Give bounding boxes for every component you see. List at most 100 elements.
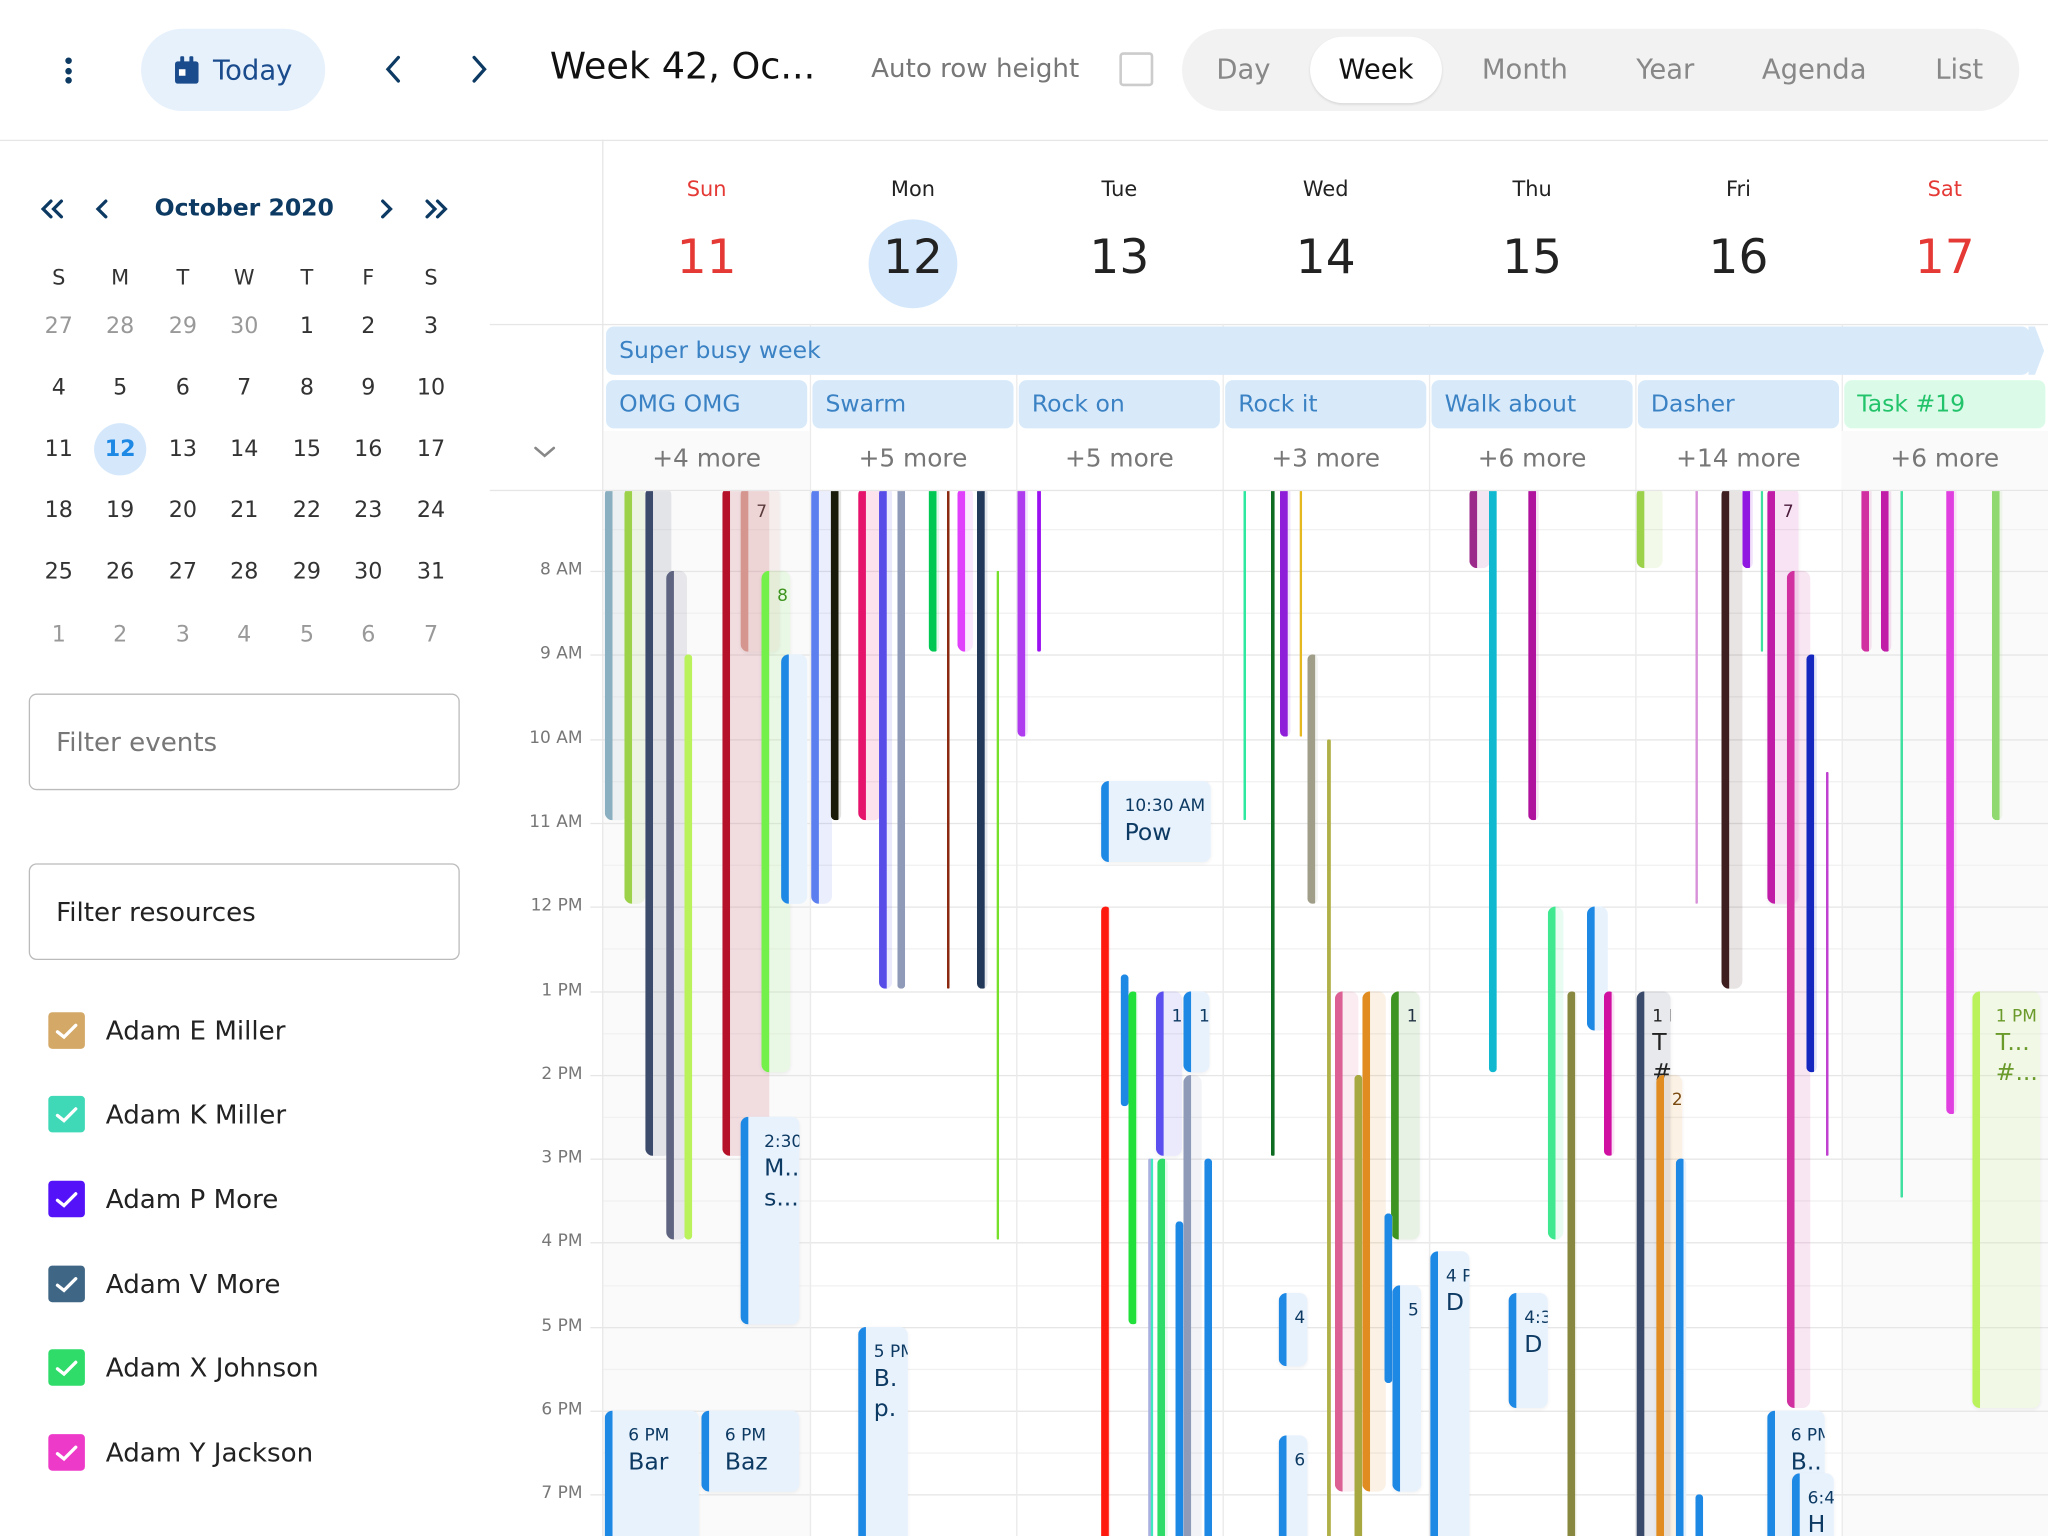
previous-week-button[interactable] bbox=[374, 50, 413, 89]
more-events-link[interactable]: +6 more bbox=[1477, 444, 1587, 473]
calendar-event[interactable] bbox=[1900, 491, 1904, 1199]
calendar-event[interactable] bbox=[1128, 990, 1138, 1324]
resource-item[interactable]: Adam K Miller bbox=[48, 1095, 286, 1134]
calendar-event[interactable] bbox=[1120, 973, 1129, 1106]
day-header-sat[interactable]: Sat 17 bbox=[1842, 140, 2048, 324]
next-week-button[interactable] bbox=[460, 50, 499, 89]
all-day-event[interactable]: Rock it bbox=[1225, 380, 1427, 429]
calendar-event[interactable] bbox=[1742, 491, 1753, 569]
calendar-event[interactable] bbox=[1157, 1158, 1168, 1536]
calendar-event[interactable]: 7 bbox=[740, 491, 780, 653]
mini-calendar-day[interactable]: 24 bbox=[416, 497, 446, 524]
mini-calendar-day[interactable]: 28 bbox=[106, 313, 135, 340]
day-header-mon[interactable]: Mon 12 bbox=[810, 140, 1016, 324]
calendar-event[interactable] bbox=[928, 491, 940, 653]
collapse-all-day-button[interactable] bbox=[530, 441, 559, 467]
mini-calendar-day[interactable]: 18 bbox=[44, 497, 73, 524]
calendar-event[interactable] bbox=[1528, 491, 1539, 821]
mini-calendar-day[interactable]: 26 bbox=[106, 559, 135, 586]
calendar-event[interactable]: 5 PMB.p. bbox=[858, 1326, 908, 1536]
calendar-event[interactable] bbox=[1183, 1074, 1202, 1536]
view-tab-year[interactable]: Year bbox=[1636, 53, 1695, 85]
more-events-link[interactable]: +4 more bbox=[652, 444, 761, 473]
resource-item[interactable]: Adam V More bbox=[48, 1264, 280, 1303]
next-year-button[interactable] bbox=[421, 189, 452, 228]
mini-calendar-day[interactable]: 6 bbox=[175, 374, 190, 401]
calendar-event[interactable]: 2:30 M.. s... bbox=[740, 1116, 800, 1324]
mini-calendar-day[interactable]: 16 bbox=[354, 436, 383, 463]
calendar-event[interactable]: 4 PMD bbox=[1430, 1251, 1470, 1536]
calendar-event[interactable] bbox=[666, 570, 688, 1241]
mini-calendar-day[interactable]: 11 bbox=[44, 436, 73, 463]
calendar-event[interactable] bbox=[1567, 990, 1577, 1536]
more-events-link[interactable]: +6 more bbox=[1890, 444, 2000, 473]
calendar-event[interactable]: 4 bbox=[1278, 1293, 1308, 1366]
calendar-event[interactable]: 4:30D bbox=[1508, 1293, 1548, 1408]
mini-calendar-day[interactable]: 22 bbox=[292, 497, 322, 524]
calendar-event[interactable] bbox=[1148, 1158, 1152, 1536]
mini-calendar-day[interactable]: 29 bbox=[168, 313, 197, 340]
filter-resources-input[interactable] bbox=[28, 863, 460, 960]
calendar-event[interactable] bbox=[976, 491, 988, 989]
mini-calendar-day[interactable]: 1 bbox=[299, 313, 314, 340]
mini-calendar-day[interactable]: 7 bbox=[237, 374, 252, 401]
filter-events-input[interactable] bbox=[28, 693, 460, 791]
calendar-event[interactable] bbox=[1695, 491, 1698, 905]
mini-calendar-day[interactable]: 4 bbox=[51, 374, 66, 401]
mini-calendar-day[interactable]: 6 bbox=[361, 621, 376, 648]
calendar-event[interactable] bbox=[1760, 491, 1764, 653]
calendar-event[interactable] bbox=[1384, 1213, 1393, 1383]
mini-calendar-day[interactable]: 10 bbox=[416, 374, 446, 401]
mini-calendar-day[interactable]: 30 bbox=[354, 559, 383, 586]
calendar-event[interactable] bbox=[1825, 772, 1829, 1157]
calendar-event[interactable] bbox=[1806, 654, 1817, 1073]
all-day-event[interactable]: Swarm bbox=[812, 380, 1014, 429]
all-day-event[interactable]: Rock on bbox=[1018, 380, 1220, 429]
calendar-event[interactable] bbox=[811, 491, 832, 905]
calendar-event[interactable] bbox=[1603, 990, 1615, 1157]
auto-row-height-checkbox[interactable] bbox=[1119, 52, 1154, 87]
mini-calendar-day[interactable]: 19 bbox=[106, 497, 135, 524]
mini-calendar-day[interactable]: 9 bbox=[361, 374, 376, 401]
mini-calendar-day[interactable]: 5 bbox=[299, 621, 314, 648]
more-events-link[interactable]: +3 more bbox=[1271, 444, 1381, 473]
calendar-event[interactable] bbox=[1695, 1494, 1704, 1536]
calendar-event[interactable] bbox=[946, 491, 950, 989]
multi-day-event[interactable]: Super busy week bbox=[606, 326, 2030, 375]
resource-checkbox[interactable] bbox=[48, 1349, 85, 1386]
resource-item[interactable]: Adam E Miller bbox=[48, 1011, 285, 1050]
calendar-event[interactable] bbox=[1469, 491, 1491, 569]
calendar-event[interactable]: 1 PM T... #... bbox=[1972, 990, 2041, 1408]
mini-calendar-day[interactable]: 4 bbox=[237, 621, 252, 648]
calendar-event[interactable] bbox=[1334, 990, 1359, 1492]
calendar-event[interactable] bbox=[1586, 906, 1608, 1031]
mini-calendar-day[interactable]: 28 bbox=[230, 559, 259, 586]
mini-calendar-day[interactable]: 31 bbox=[416, 559, 446, 586]
calendar-event[interactable]: 1 PMT# bbox=[1636, 990, 1671, 1536]
time-grid[interactable]: 7 AM 8 AM 9 AM 10 AM 11 AM 12 PM 1 PM 2 PM 3 PM 4… bbox=[489, 489, 2048, 1536]
day-header-tue[interactable]: Tue 13 bbox=[1016, 140, 1222, 324]
resource-checkbox[interactable] bbox=[48, 1012, 85, 1049]
day-header-fri[interactable]: Fri 16 bbox=[1635, 140, 1841, 324]
calendar-event[interactable] bbox=[1327, 738, 1331, 1536]
calendar-event[interactable]: 1 bbox=[1155, 990, 1183, 1157]
calendar-event[interactable] bbox=[897, 491, 906, 989]
mini-calendar-day[interactable]: 3 bbox=[175, 621, 190, 648]
mini-calendar-day[interactable]: 15 bbox=[292, 436, 322, 463]
view-tab-agenda[interactable]: Agenda bbox=[1761, 53, 1867, 85]
mini-calendar-day[interactable]: 20 bbox=[168, 497, 197, 524]
mini-calendar-day[interactable]: 2 bbox=[361, 313, 376, 340]
today-button[interactable]: Today bbox=[141, 28, 326, 112]
resource-checkbox[interactable] bbox=[48, 1095, 85, 1133]
more-events-link[interactable]: +5 more bbox=[1064, 444, 1174, 473]
mini-calendar-day[interactable]: 29 bbox=[292, 559, 322, 586]
calendar-event[interactable]: 6 PM Bar bbox=[604, 1410, 699, 1536]
mini-calendar-day[interactable]: 3 bbox=[423, 313, 439, 340]
resource-checkbox[interactable] bbox=[48, 1434, 85, 1471]
calendar-event[interactable] bbox=[1636, 491, 1663, 569]
calendar-event[interactable] bbox=[1307, 654, 1318, 905]
view-tab-list[interactable]: List bbox=[1935, 53, 1984, 85]
day-header-thu[interactable]: Thu 15 bbox=[1429, 140, 1635, 324]
mini-calendar-day[interactable]: 21 bbox=[230, 497, 259, 524]
previous-year-button[interactable] bbox=[37, 189, 68, 228]
